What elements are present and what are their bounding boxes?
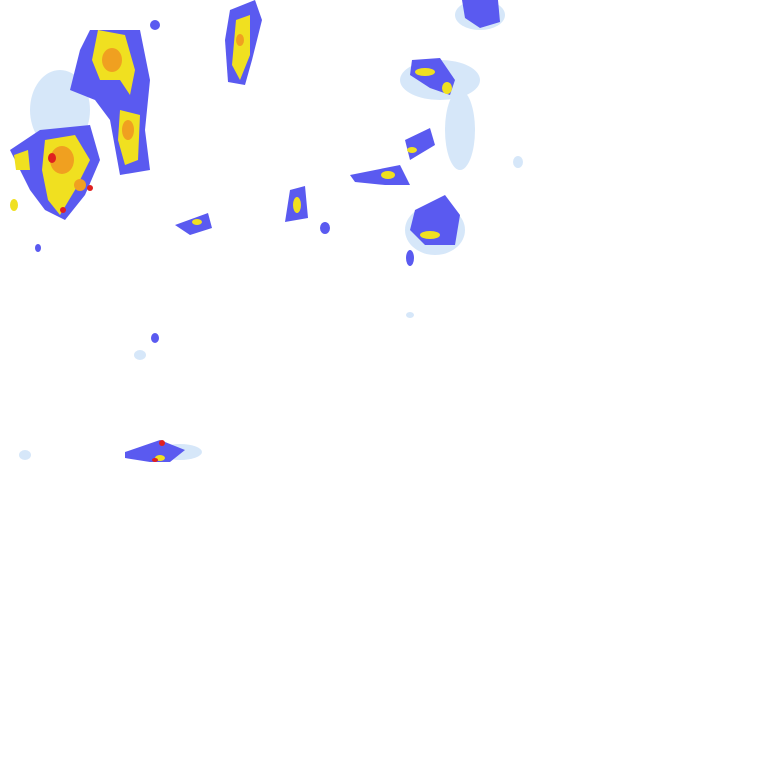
heavy-precip xyxy=(10,15,452,461)
very-heavy-precip xyxy=(50,34,244,191)
extreme-precip xyxy=(48,153,165,462)
